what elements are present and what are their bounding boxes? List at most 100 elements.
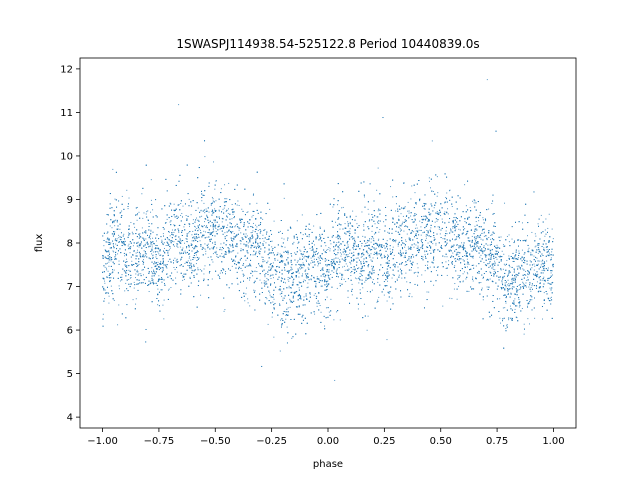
data-point — [322, 275, 324, 277]
data-point — [533, 263, 535, 265]
data-point — [302, 262, 304, 264]
data-point — [274, 259, 276, 261]
data-point — [346, 246, 348, 248]
data-point — [279, 230, 281, 232]
data-point — [150, 179, 152, 181]
data-point — [247, 302, 249, 304]
data-point — [469, 252, 471, 254]
data-point — [332, 259, 334, 261]
data-point — [152, 251, 154, 253]
data-point — [209, 234, 211, 236]
data-point — [516, 265, 518, 267]
data-point — [537, 275, 539, 277]
data-point — [463, 271, 465, 273]
data-point — [399, 230, 401, 232]
data-point — [255, 224, 257, 226]
data-point — [380, 246, 382, 248]
data-point — [444, 202, 446, 204]
data-point — [392, 273, 394, 275]
data-point — [262, 218, 264, 220]
data-point — [305, 276, 307, 278]
data-point — [205, 208, 207, 210]
data-point — [372, 267, 374, 269]
data-point — [416, 263, 418, 265]
data-point — [140, 241, 142, 243]
data-point — [163, 242, 165, 244]
data-point — [110, 277, 112, 279]
data-point — [511, 288, 513, 290]
data-point — [291, 267, 293, 269]
data-point — [391, 277, 393, 279]
data-point — [358, 282, 360, 284]
data-point — [185, 247, 187, 249]
data-point — [195, 254, 197, 256]
data-point — [246, 287, 247, 289]
data-point — [366, 329, 368, 331]
data-point — [535, 235, 537, 237]
data-point — [205, 253, 207, 255]
data-point — [525, 286, 527, 288]
data-point — [415, 235, 417, 237]
data-point — [464, 221, 466, 223]
data-point — [143, 238, 145, 240]
data-point — [139, 233, 141, 235]
data-point — [335, 236, 337, 238]
data-point — [203, 247, 205, 249]
data-point — [300, 265, 302, 267]
data-point — [518, 298, 520, 300]
data-point — [231, 265, 233, 267]
data-point — [512, 279, 514, 281]
data-point — [326, 296, 328, 298]
data-point — [162, 255, 164, 257]
data-point — [365, 242, 367, 244]
data-point — [125, 282, 127, 284]
data-point — [218, 209, 220, 211]
data-point — [339, 228, 341, 230]
data-point — [300, 250, 302, 252]
data-point — [379, 229, 381, 231]
data-point — [175, 277, 177, 279]
data-point — [201, 200, 203, 202]
data-point — [211, 278, 213, 280]
data-point — [499, 256, 501, 258]
data-point — [342, 206, 344, 208]
data-point — [179, 238, 181, 240]
data-point — [256, 245, 258, 247]
data-point — [342, 274, 344, 276]
data-point — [203, 230, 205, 232]
data-point — [343, 253, 345, 255]
data-point — [187, 260, 189, 262]
data-point — [244, 235, 246, 237]
data-point — [215, 180, 217, 182]
data-point — [151, 223, 153, 225]
data-point — [448, 260, 450, 262]
data-point — [119, 280, 121, 282]
data-point — [299, 268, 301, 270]
data-point — [426, 291, 428, 293]
data-point — [136, 219, 138, 221]
data-point — [155, 244, 157, 246]
data-point — [121, 274, 123, 276]
data-point — [303, 279, 305, 281]
data-point — [529, 281, 531, 283]
data-point — [132, 254, 134, 256]
data-point — [489, 278, 491, 280]
data-point — [187, 264, 189, 266]
data-point — [529, 260, 531, 262]
data-point — [350, 263, 352, 265]
data-point — [163, 318, 165, 320]
data-point — [495, 272, 497, 274]
data-point — [167, 238, 169, 240]
data-point — [497, 254, 499, 256]
data-point — [436, 267, 438, 269]
data-point — [292, 280, 294, 282]
data-point — [131, 260, 133, 262]
data-point — [465, 205, 467, 207]
data-point — [429, 214, 431, 216]
data-point — [270, 277, 272, 279]
data-point — [329, 248, 331, 250]
data-point — [361, 245, 363, 247]
data-point — [137, 213, 139, 215]
data-point — [151, 244, 153, 246]
data-point — [307, 286, 309, 288]
